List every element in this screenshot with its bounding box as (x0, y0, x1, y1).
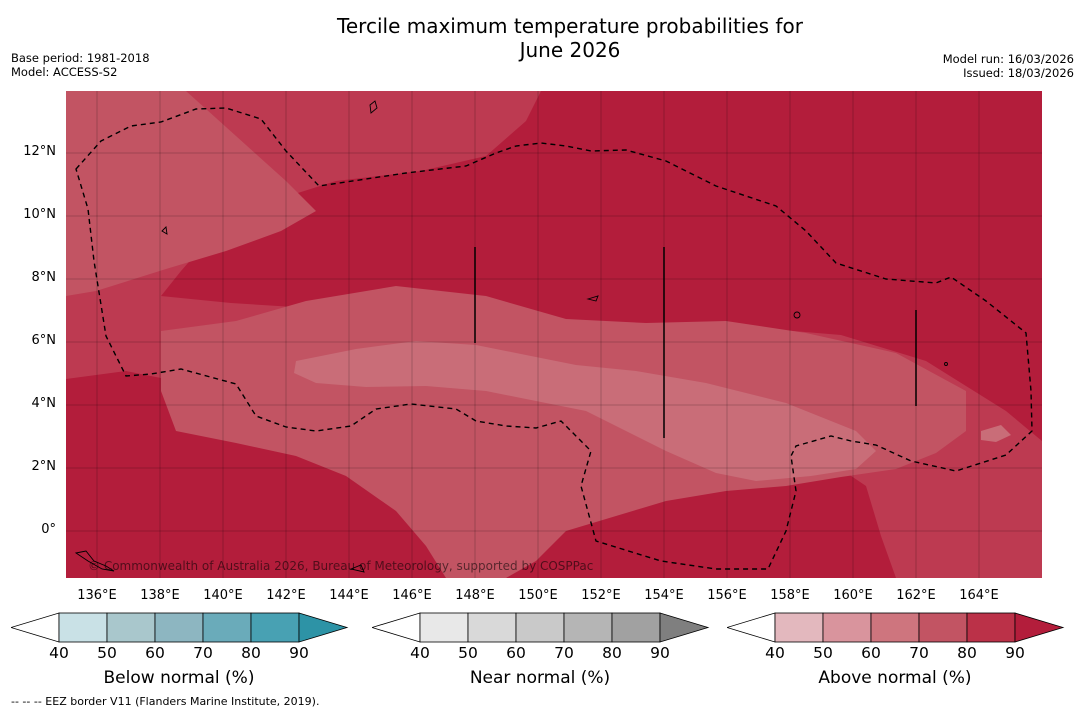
eez-border (75, 107, 1033, 570)
colorbar-above-normal (727, 612, 1065, 643)
chart-title: Tercile maximum temperature probabilitie… (0, 14, 1085, 62)
above-bin-60-70 (870, 612, 920, 643)
above-normal-label: Above normal (%) (818, 668, 972, 688)
above-extend-high (1014, 612, 1065, 643)
above-tick-80: 80 (957, 644, 977, 662)
above-tick-50: 50 (813, 644, 833, 662)
below-bin-40-50 (58, 612, 108, 643)
below-bin-60-70 (154, 612, 204, 643)
above-tick-70: 70 (909, 644, 929, 662)
lon-label-150e: 150°E (518, 588, 558, 603)
lat-label-12n: 12°N (23, 144, 56, 159)
below-extend-low (11, 612, 60, 643)
islands (74, 100, 948, 573)
near-tick-50: 50 (458, 644, 478, 662)
lon-label-158e: 158°E (770, 588, 810, 603)
near-bin-80-90 (611, 612, 661, 643)
near-tick-60: 60 (506, 644, 526, 662)
near-bin-40-50 (419, 612, 469, 643)
below-tick-40: 40 (49, 644, 69, 662)
lat-label-0: 0° (41, 522, 56, 537)
below-bin-80-90 (250, 612, 300, 643)
below-tick-60: 60 (145, 644, 165, 662)
near-bin-50-60 (467, 612, 517, 643)
near-tick-70: 70 (554, 644, 574, 662)
near-bin-60-70 (515, 612, 565, 643)
title-line-2: June 2026 (519, 38, 621, 62)
below-tick-70: 70 (193, 644, 213, 662)
colorbar-below-normal (11, 612, 349, 643)
near-tick-40: 40 (410, 644, 430, 662)
longitude-markers (474, 247, 917, 438)
above-bin-50-60 (822, 612, 872, 643)
above-bin-80-90 (966, 612, 1016, 643)
below-bin-70-80 (202, 612, 252, 643)
colorbar-near-normal (372, 612, 710, 643)
lat-label-4n: 4°N (31, 396, 57, 411)
above-tick-60: 60 (861, 644, 881, 662)
above-bin-70-80 (918, 612, 968, 643)
above-bin-40-50 (774, 612, 824, 643)
below-tick-90: 90 (289, 644, 309, 662)
header-left-info: Base period: 1981-2018 Model: ACCESS-S2 (11, 51, 150, 79)
title-line-1: Tercile maximum temperature probabilitie… (337, 14, 803, 38)
lon-label-146e: 146°E (392, 588, 432, 603)
base-period: Base period: 1981-2018 (11, 51, 150, 65)
issued-date: Issued: 18/03/2026 (963, 66, 1074, 80)
lon-label-164e: 164°E (959, 588, 999, 603)
below-bin-50-60 (106, 612, 156, 643)
near-normal-label: Near normal (%) (469, 668, 611, 688)
lon-label-156e: 156°E (707, 588, 747, 603)
lon-label-162e: 162°E (896, 588, 936, 603)
lon-label-160e: 160°E (833, 588, 873, 603)
eez-footnote: -- -- -- EEZ border V11 (Flanders Marine… (11, 695, 320, 708)
header-right-info: Model run: 16/03/2026 Issued: 18/03/2026 (943, 52, 1074, 80)
below-tick-80: 80 (241, 644, 261, 662)
below-extend-high (298, 612, 349, 643)
near-tick-90: 90 (650, 644, 670, 662)
copyright-notice: © Commonwealth of Australia 2026, Bureau… (88, 559, 593, 573)
contour-above-70 (66, 91, 316, 296)
below-normal-label: Below normal (%) (103, 668, 255, 688)
above-tick-40: 40 (765, 644, 785, 662)
lat-label-10n: 10°N (23, 207, 56, 222)
lon-label-142e: 142°E (266, 588, 306, 603)
near-bin-70-80 (563, 612, 613, 643)
lon-label-152e: 152°E (581, 588, 621, 603)
lat-label-2n: 2°N (31, 459, 57, 474)
above-extend-low (727, 612, 776, 643)
near-extend-high (659, 612, 710, 643)
probability-map: © Commonwealth of Australia 2026, Bureau… (66, 91, 1042, 578)
model-name: Model: ACCESS-S2 (11, 65, 118, 79)
lat-label-8n: 8°N (31, 270, 57, 285)
above-tick-90: 90 (1005, 644, 1025, 662)
contour-above-60 (294, 341, 876, 481)
below-tick-50: 50 (97, 644, 117, 662)
lon-label-138e: 138°E (140, 588, 180, 603)
lon-label-144e: 144°E (329, 588, 369, 603)
lat-label-6n: 6°N (31, 333, 57, 348)
near-tick-80: 80 (602, 644, 622, 662)
lon-label-140e: 140°E (203, 588, 243, 603)
lon-label-136e: 136°E (77, 588, 117, 603)
contour-blob-east (981, 425, 1011, 442)
model-run: Model run: 16/03/2026 (942, 52, 1074, 66)
lon-label-154e: 154°E (644, 588, 684, 603)
near-extend-low (372, 612, 421, 643)
lon-label-148e: 148°E (455, 588, 495, 603)
